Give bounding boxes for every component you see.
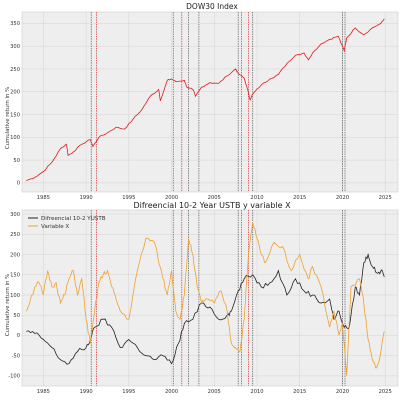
plot-area (21, 11, 399, 193)
y-tick-label: 350 (10, 21, 20, 27)
y-tick-label: 100 (10, 293, 20, 299)
y-tick-label: -100 (8, 374, 20, 380)
x-tick-label: 2015 (293, 195, 306, 201)
x-tick-label: 1985 (37, 389, 50, 395)
y-tick-label: 0 (17, 333, 20, 339)
x-tick-label: 2000 (165, 389, 178, 395)
x-tick-label: 1990 (79, 389, 92, 395)
legend-label: Variable X (41, 224, 69, 230)
x-tick-label: 1985 (37, 195, 50, 201)
x-tick-label: 2025 (379, 195, 392, 201)
panel-top: DOW30 Index Cumulative return in % 1985 1… (5, 2, 399, 201)
y-axis-label-top: Cumulative return in % (5, 87, 11, 149)
y-tick-label: 250 (10, 232, 20, 238)
x-tick-label: 2015 (293, 389, 306, 395)
y-tick-label: 250 (10, 67, 20, 73)
series-line-difreencial-10-2-yustb (26, 252, 385, 365)
y-tick-label: 300 (10, 44, 20, 50)
y-tick-label: 200 (10, 90, 20, 96)
chart-title-bottom: Difreencial 10-2 Year USTB y variable X (133, 201, 291, 210)
series-line-variable-x (25, 222, 385, 376)
y-tick-label: -50 (12, 353, 20, 359)
x-tick-label: 2020 (336, 195, 349, 201)
x-tick-label: 2005 (208, 195, 221, 201)
x-tick-label: 2010 (250, 389, 263, 395)
y-tick-label: 300 (10, 212, 20, 218)
x-tick-label: 2005 (208, 389, 221, 395)
y-tick-label: 0 (17, 181, 20, 187)
y-tick-label: 50 (13, 313, 20, 319)
plot-area (21, 209, 399, 387)
chart-title-top: DOW30 Index (186, 2, 238, 11)
y-tick-label: 200 (10, 252, 20, 258)
series-line-series-0 (26, 18, 385, 181)
x-tick-label: 1990 (79, 195, 92, 201)
x-tick-label: 1995 (122, 195, 135, 201)
y-tick-label: 50 (13, 158, 20, 164)
panel-bottom: Difreencial 10-2 Year USTB y variable X … (5, 201, 399, 395)
x-tick-label: 1995 (122, 389, 135, 395)
x-tick-label: 2025 (379, 389, 392, 395)
x-tick-label: 2000 (165, 195, 178, 201)
legend-label: Difreencial 10-2 YUSTB (41, 216, 106, 222)
y-axis-label-bottom: Cumulative return in % (5, 274, 11, 336)
x-tick-label: 2010 (250, 195, 263, 201)
y-tick-label: 150 (10, 112, 20, 118)
y-tick-label: 150 (10, 273, 20, 279)
x-tick-label: 2020 (336, 389, 349, 395)
y-tick-label: 100 (10, 135, 20, 141)
